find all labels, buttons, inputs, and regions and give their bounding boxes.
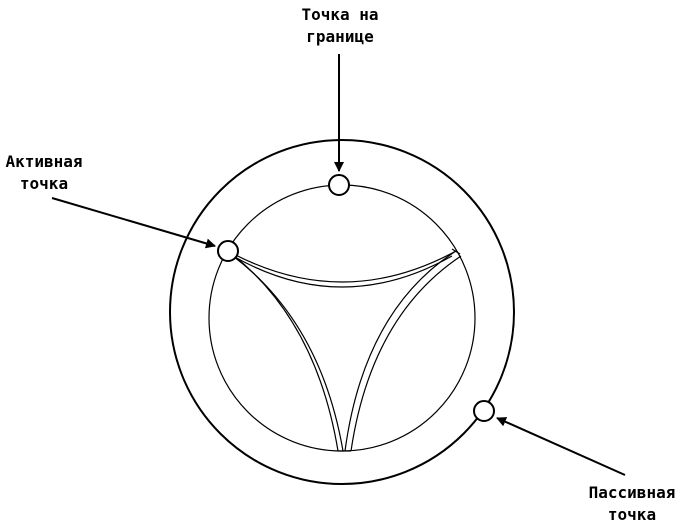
label-passive-point-line1: Пассивная <box>589 483 676 502</box>
curved-triangle <box>227 248 462 452</box>
active-point-marker <box>217 240 239 262</box>
label-active-point: Активная точка <box>5 152 82 193</box>
label-active-point-line1: Активная <box>5 152 82 171</box>
triangle-cusp-right <box>451 248 461 255</box>
passive-point-marker <box>473 400 495 422</box>
triangle-arc-right-inner <box>350 255 462 452</box>
label-passive-point: Пассивная точка <box>589 483 676 524</box>
label-boundary-point-line1: Точка на <box>301 5 378 24</box>
label-passive-point-line2: точка <box>608 505 656 524</box>
inner-circle <box>208 184 476 452</box>
arrow-passive-point <box>496 417 626 476</box>
triangle-arc-left-inner <box>232 255 344 452</box>
label-active-point-line2: точка <box>20 174 68 193</box>
triangle-arc-top-inner <box>232 255 453 288</box>
arrow-active-point <box>51 197 216 249</box>
outer-circle <box>169 139 515 485</box>
label-boundary-point-line2: границе <box>306 27 373 46</box>
triangle-arc-right <box>344 250 457 452</box>
label-boundary-point: Точка на границе <box>301 5 378 46</box>
boundary-point-marker <box>328 174 350 196</box>
triangle-arc-top <box>227 250 457 283</box>
